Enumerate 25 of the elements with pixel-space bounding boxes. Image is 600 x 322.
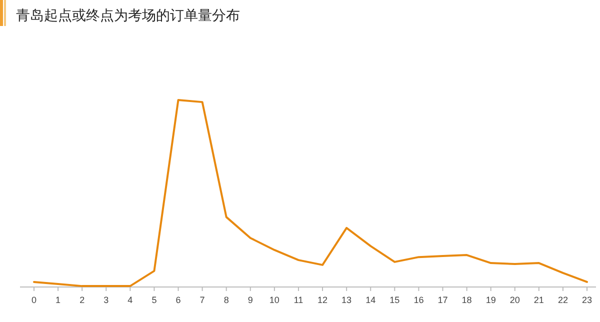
x-tick-label: 1 xyxy=(56,295,61,305)
x-tick-label: 23 xyxy=(582,295,592,305)
x-tick-label: 3 xyxy=(104,295,109,305)
x-tick-label: 11 xyxy=(294,295,304,305)
x-tick-label: 12 xyxy=(318,295,328,305)
chart-title: 青岛起点或终点为考场的订单量分布 xyxy=(16,8,240,24)
x-tick-label: 6 xyxy=(176,295,181,305)
x-tick-label: 15 xyxy=(390,295,400,305)
x-tick-label: 10 xyxy=(269,295,280,305)
x-tick-label: 0 xyxy=(31,295,37,305)
x-tick-label: 22 xyxy=(558,295,568,305)
x-tick-label: 13 xyxy=(342,295,352,305)
x-tick-label: 20 xyxy=(510,295,520,305)
x-tick-label: 17 xyxy=(438,295,448,305)
x-tick-label: 14 xyxy=(366,295,376,305)
x-tick-label: 5 xyxy=(152,295,157,305)
x-tick-label: 19 xyxy=(486,295,496,305)
x-tick-label: 7 xyxy=(200,295,205,305)
x-tick-label: 16 xyxy=(414,295,424,305)
x-tick-label: 4 xyxy=(128,295,133,305)
x-tick-label: 9 xyxy=(248,295,253,305)
x-tick-label: 18 xyxy=(462,295,472,305)
x-tick-label: 21 xyxy=(534,295,544,305)
x-tick-label: 8 xyxy=(224,295,229,305)
x-tick-label: 2 xyxy=(80,295,85,305)
